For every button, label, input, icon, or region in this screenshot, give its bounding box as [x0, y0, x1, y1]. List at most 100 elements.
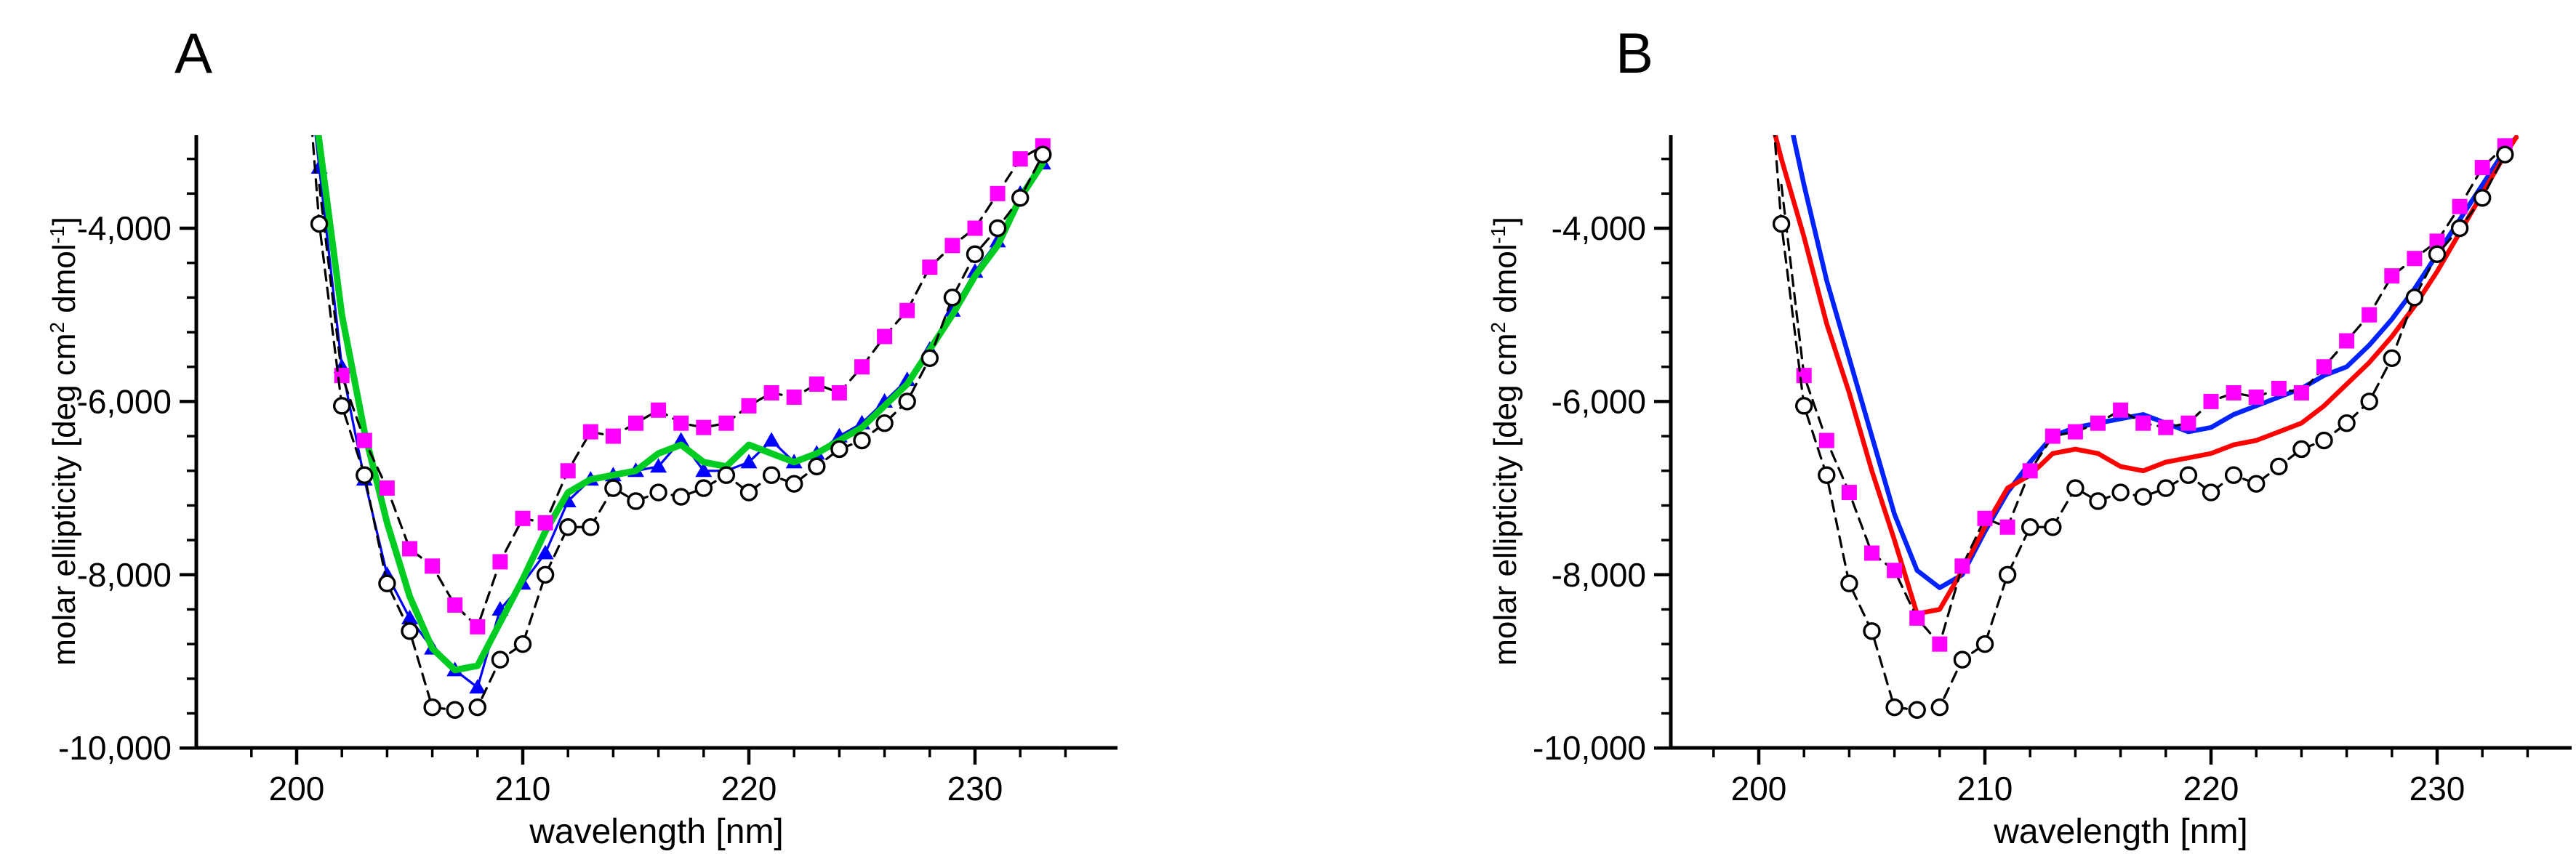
square-marker — [2180, 415, 2196, 431]
circle-marker — [2428, 245, 2447, 263]
circle-marker — [582, 518, 600, 536]
circle-marker — [808, 457, 826, 475]
circle-marker — [649, 483, 667, 501]
y-tick-label: -10,000 — [58, 729, 172, 767]
circle-marker — [1840, 574, 1858, 592]
square-marker — [1841, 485, 1857, 501]
x-tick-label: 210 — [1957, 770, 2013, 807]
circle-marker — [694, 479, 713, 497]
circle-marker — [2270, 457, 2288, 475]
red-fit-line-line — [1773, 135, 2519, 616]
circle-marker — [717, 466, 736, 484]
square-marker — [2226, 384, 2242, 400]
panel-b-series-magenta-squares — [1780, 138, 2513, 652]
square-marker — [2429, 233, 2445, 249]
circle-marker — [1930, 698, 1949, 717]
circle-marker — [672, 488, 690, 506]
square-marker — [379, 480, 395, 496]
panel-a-label: A — [174, 21, 213, 85]
square-marker — [2135, 415, 2151, 431]
circle-marker — [988, 219, 1007, 238]
circle-marker — [1953, 650, 1972, 669]
magenta-squares-markers — [334, 138, 1051, 635]
circle-marker — [785, 475, 803, 493]
square-marker — [2158, 419, 2174, 435]
circle-marker — [2473, 189, 2492, 207]
panel-b-series-red-fit-line — [1773, 135, 2519, 616]
x-axis-title: wavelength [nm] — [1993, 813, 2248, 851]
square-marker — [718, 415, 734, 431]
y-tick-label: -8,000 — [77, 556, 172, 594]
square-marker — [1864, 545, 1879, 561]
square-marker — [2384, 268, 2400, 284]
square-marker — [1818, 432, 1834, 448]
panel-b: 200 210 220 230 -4,000 -6,000 -8,000 -10,000 wav… — [1487, 135, 2572, 851]
green-fit-line-line — [315, 135, 1046, 674]
circle-marker — [966, 245, 984, 263]
circle-marker — [920, 349, 939, 367]
x-tick-label: 230 — [2410, 770, 2465, 807]
panel-b-label: B — [1616, 21, 1654, 85]
square-marker — [831, 384, 847, 400]
square-marker — [922, 259, 938, 275]
circle-marker — [1998, 565, 2017, 584]
circle-marker — [898, 392, 916, 411]
y-tick-label: -10,000 — [1533, 729, 1646, 767]
square-marker — [1909, 610, 1925, 626]
circle-marker — [2315, 431, 2333, 450]
circle-marker — [1818, 466, 1836, 484]
panel-b-axes: 200 210 220 230 -4,000 -6,000 -8,000 -10,000 — [1533, 135, 2572, 807]
square-marker — [425, 558, 441, 574]
circle-marker — [2338, 414, 2356, 432]
square-marker — [515, 510, 531, 526]
square-marker — [944, 238, 960, 254]
circle-marker — [401, 622, 419, 640]
circle-marker — [1794, 397, 1813, 415]
circle-marker — [1885, 698, 1903, 717]
circle-marker — [2179, 466, 2198, 484]
magenta-squares-line — [318, 145, 1044, 628]
square-marker — [2113, 402, 2129, 418]
panel-a-series-open-circles — [310, 135, 1052, 719]
open-circles-markers — [1772, 145, 2514, 719]
open-circles-line — [1773, 135, 2506, 712]
circle-marker — [604, 479, 622, 497]
y-tick-label: -6,000 — [1552, 382, 1646, 420]
circle-marker — [468, 698, 486, 717]
square-marker — [854, 359, 870, 375]
x-tick-label: 230 — [947, 770, 1003, 807]
triangle-marker — [695, 462, 713, 478]
circle-marker — [559, 518, 577, 536]
circle-marker — [739, 483, 758, 501]
square-marker — [2067, 424, 2083, 440]
square-marker — [1977, 510, 1993, 526]
circle-marker — [2224, 466, 2243, 484]
square-marker — [402, 541, 417, 557]
circle-marker — [2496, 145, 2514, 164]
square-marker — [696, 419, 712, 435]
square-marker — [2339, 333, 2355, 349]
circle-marker — [310, 214, 329, 233]
square-marker — [808, 376, 824, 392]
circle-marker — [2292, 440, 2311, 459]
circle-marker — [1011, 189, 1030, 207]
square-marker — [1999, 519, 2015, 535]
circle-marker — [1034, 145, 1052, 164]
square-marker — [1887, 563, 1903, 579]
x-tick-label: 220 — [2183, 770, 2239, 807]
circle-marker — [875, 414, 894, 432]
circle-marker — [1975, 635, 1994, 653]
square-marker — [2203, 393, 2219, 409]
square-marker — [741, 398, 757, 414]
square-marker — [605, 428, 621, 444]
panel-b-series-blue-fit-line — [1791, 135, 2519, 590]
square-marker — [786, 389, 802, 405]
panel-a-series-blue-triangles — [310, 135, 1051, 694]
square-marker — [2271, 381, 2287, 397]
circle-marker — [2360, 392, 2378, 411]
circle-marker — [2156, 479, 2175, 497]
triangle-marker — [537, 544, 554, 560]
circle-marker — [2021, 518, 2039, 536]
